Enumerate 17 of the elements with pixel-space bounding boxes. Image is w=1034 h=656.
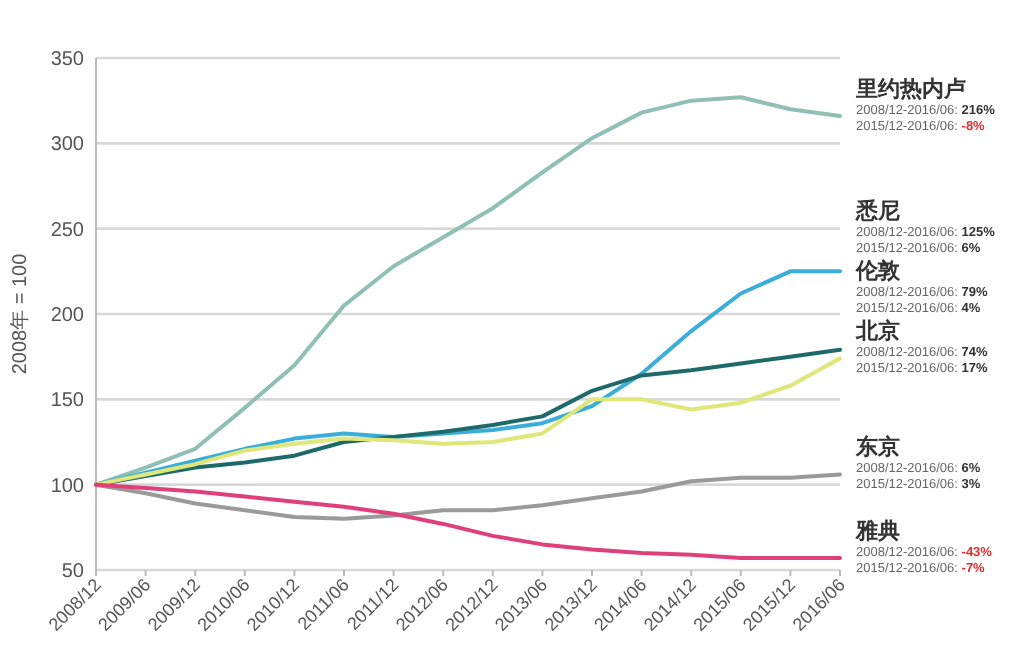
y-tick-label: 50 [61,561,85,583]
series-label: 雅典 [854,518,900,545]
y-tick-label: 150 [50,390,85,413]
series-label: 北京 [854,318,900,345]
y-tick-label: 100 [50,475,85,498]
text: 伦敦 [854,258,902,285]
y-axis-title: 2008年 = 100 [8,252,32,375]
y-tick-label: 300 [50,134,85,157]
series-label: 里约热内卢 [854,76,966,103]
line-series [94,269,842,487]
line-series [94,482,842,561]
line-series [94,95,842,487]
series-label: 东京 [854,434,900,461]
text: 悉尼 [854,198,900,225]
y-tick-label: 200 [50,305,85,327]
y-tick-label: 250 [50,219,85,242]
y-tick-label: 350 [50,49,85,71]
